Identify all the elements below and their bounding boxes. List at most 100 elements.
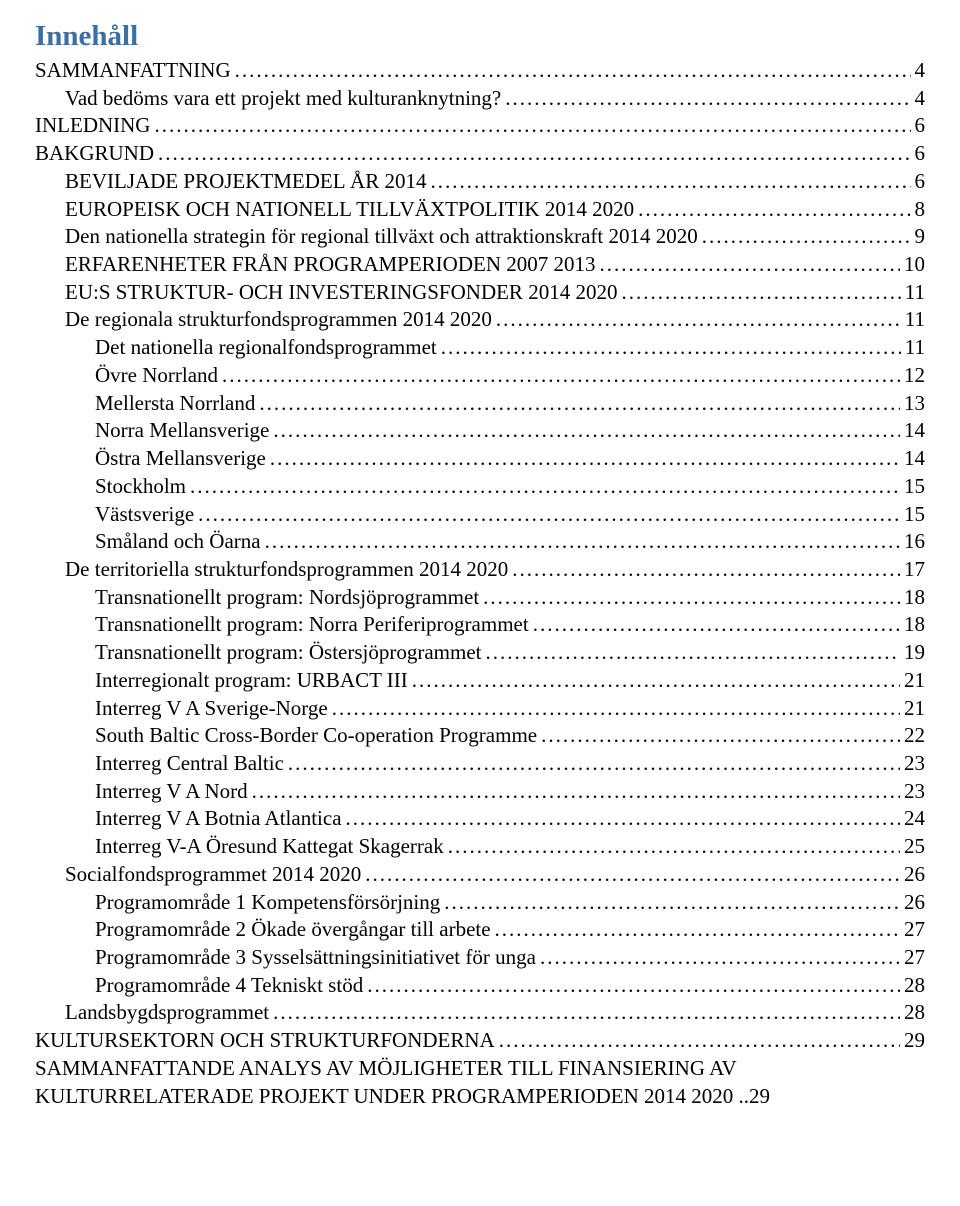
toc-entry-text: BEVILJADE PROJEKTMEDEL ÅR 2014 [65, 168, 426, 196]
toc-entry-text: De territoriella strukturfondsprogrammen… [65, 556, 508, 584]
toc-entry-page: 21 [904, 695, 925, 723]
toc-entry-text: ERFARENHETER FRÅN PROGRAMPERIODEN 2007 2… [65, 251, 596, 279]
toc-entry: BEVILJADE PROJEKTMEDEL ÅR 20146 [35, 168, 925, 196]
toc-entry-text: Interreg Central Baltic [95, 750, 284, 778]
toc-entry: Interreg Central Baltic 23 [35, 750, 925, 778]
toc-leader-dots [496, 306, 901, 334]
toc-leader-dots [495, 916, 900, 944]
toc-entry: Mellersta Norrland 13 [35, 390, 925, 418]
toc-entry: Interreg V A Botnia Atlantica24 [35, 805, 925, 833]
toc-entry-page: 19 [904, 639, 925, 667]
toc-leader-dots [540, 944, 900, 972]
toc-entry: South Baltic Cross-Border Co-operation P… [35, 722, 925, 750]
toc-entry-text: Vad bedöms vara ett projekt med kulturan… [65, 85, 501, 113]
toc-entry-page: 17 [904, 556, 925, 584]
toc-leader-dots [154, 112, 910, 140]
toc-leader-dots [365, 861, 900, 889]
toc-leader-dots [512, 556, 900, 584]
toc-entry-text: Programområde 1 Kompetensförsörjning [95, 889, 440, 917]
toc-entry: Interreg V A Nord 23 [35, 778, 925, 806]
toc-entry-text: Interreg V A Sverige-Norge [95, 695, 328, 723]
toc-entry: SAMMANFATTNING4 [35, 57, 925, 85]
toc-entry: Det nationella regionalfondsprogrammet 11 [35, 334, 925, 362]
toc-leader-dots [444, 889, 900, 917]
toc-leader-dots [190, 473, 900, 501]
toc-entry-text: Transnationellt program: Östersjöprogram… [95, 639, 482, 667]
toc-entry: Övre Norrland 12 [35, 362, 925, 390]
toc-leader-dots [448, 833, 900, 861]
toc-entry-page: 29 [904, 1027, 925, 1055]
toc-leader-dots [252, 778, 900, 806]
toc-entry-text: Mellersta Norrland [95, 390, 255, 418]
toc-entry: Socialfondsprogrammet 2014 202026 [35, 861, 925, 889]
toc-entry-text: Transnationellt program: Nordsjöprogramm… [95, 584, 479, 612]
toc-leader-dots [486, 639, 901, 667]
toc-entry-text: De regionala strukturfondsprogrammen 201… [65, 306, 492, 334]
toc-entry-text: Västsverige [95, 501, 194, 529]
toc-entry: Norra Mellansverige14 [35, 417, 925, 445]
toc-entry: KULTURSEKTORN OCH STRUKTURFONDERNA 29 [35, 1027, 925, 1055]
toc-entry: De territoriella strukturfondsprogrammen… [35, 556, 925, 584]
toc-entry: Transnationellt program: Nordsjöprogramm… [35, 584, 925, 612]
toc-entry-page: 28 [904, 972, 925, 1000]
toc-entry-page: 27 [904, 916, 925, 944]
toc-entry-text: SAMMANFATTNING [35, 57, 231, 85]
toc-entry-page: 13 [904, 390, 925, 418]
toc-entry-page: 6 [915, 112, 926, 140]
toc-entry-text: EUROPEISK OCH NATIONELL TILLVÄXTPOLITIK … [65, 196, 634, 224]
toc-entry: Östra Mellansverige14 [35, 445, 925, 473]
toc-entry: EU:S STRUKTUR- OCH INVESTERINGSFONDER 20… [35, 279, 925, 307]
toc-entry: Västsverige15 [35, 501, 925, 529]
toc-leader-dots [621, 279, 900, 307]
toc-entry-page: 11 [905, 279, 925, 307]
toc-entry-text: Transnationellt program: Norra Periferip… [95, 611, 529, 639]
toc-leader-dots [235, 57, 911, 85]
toc-entry: Transnationellt program: Norra Periferip… [35, 611, 925, 639]
toc-entry-page: 11 [905, 334, 925, 362]
toc-entry-page: 9 [915, 223, 926, 251]
toc-leader-dots [367, 972, 900, 1000]
toc-leader-dots [222, 362, 900, 390]
toc-leader-dots [158, 140, 910, 168]
toc-entry-page: 18 [904, 611, 925, 639]
toc-entry: Vad bedöms vara ett projekt med kulturan… [35, 85, 925, 113]
toc-entry: ERFARENHETER FRÅN PROGRAMPERIODEN 2007 2… [35, 251, 925, 279]
toc-leader-dots [273, 999, 900, 1027]
toc-leader-dots [505, 85, 910, 113]
toc-entry-page: 4 [915, 85, 926, 113]
toc-entry-page: 24 [904, 805, 925, 833]
toc-entry-page: 23 [904, 750, 925, 778]
toc-entry-text: SAMMANFATTANDE ANALYS AV MÖJLIGHETER TIL… [35, 1056, 770, 1108]
toc-entry: Programområde 3 Sysselsättningsinitiativ… [35, 944, 925, 972]
toc-entry-text: Interreg V-A Öresund Kattegat Skagerrak [95, 833, 444, 861]
toc-entry-page: 26 [904, 861, 925, 889]
toc-entry-text: South Baltic Cross-Border Co-operation P… [95, 722, 537, 750]
toc-entry-page: 12 [904, 362, 925, 390]
toc-entry-text: EU:S STRUKTUR- OCH INVESTERINGSFONDER 20… [65, 279, 617, 307]
toc-entry-text: KULTURSEKTORN OCH STRUKTURFONDERNA [35, 1027, 495, 1055]
toc-entry-page: 23 [904, 778, 925, 806]
toc-leader-dots [259, 390, 900, 418]
toc-entry-text: Det nationella regionalfondsprogrammet [95, 334, 437, 362]
toc-entry: Programområde 4 Tekniskt stöd28 [35, 972, 925, 1000]
toc-entry: SAMMANFATTANDE ANALYS AV MÖJLIGHETER TIL… [35, 1055, 925, 1110]
toc-leader-dots [702, 223, 911, 251]
toc-entry: Transnationellt program: Östersjöprogram… [35, 639, 925, 667]
toc-entry-text: Den nationella strategin för regional ti… [65, 223, 698, 251]
toc-leader-dots [412, 667, 900, 695]
toc-entry-text: Interreg V A Nord [95, 778, 248, 806]
toc-leader-dots [430, 168, 910, 196]
toc-entry: Interregionalt program: URBACT III21 [35, 667, 925, 695]
toc-entry-text: Övre Norrland [95, 362, 218, 390]
toc-leader-dots [288, 750, 900, 778]
toc-entry-page: 25 [904, 833, 925, 861]
toc-entry-page: 14 [904, 417, 925, 445]
toc-leader-dots [441, 334, 901, 362]
toc-entry-text: Stockholm [95, 473, 186, 501]
toc-entry-page: 18 [904, 584, 925, 612]
toc-entry: Interreg V-A Öresund Kattegat Skagerrak 2… [35, 833, 925, 861]
toc-entry: Interreg V A Sverige-Norge 21 [35, 695, 925, 723]
toc-leader-dots [600, 251, 901, 279]
toc-entry-text: Programområde 2 Ökade övergångar till ar… [95, 916, 491, 944]
toc-entry-page: 21 [904, 667, 925, 695]
